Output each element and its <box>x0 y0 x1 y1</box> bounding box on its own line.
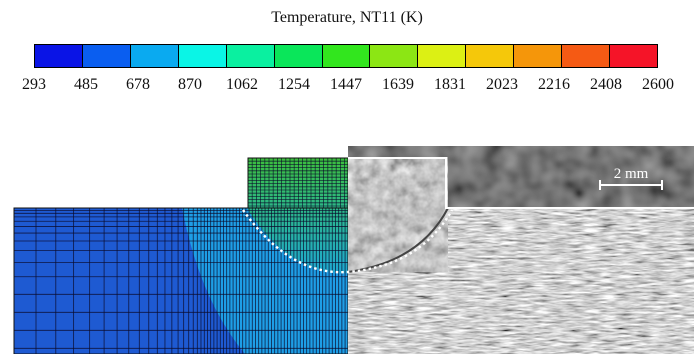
colorbar-segment-13 <box>610 45 657 67</box>
colorbar-segment-3 <box>130 45 179 67</box>
colorbar-segment-2 <box>82 45 131 67</box>
colorbar-segment-11 <box>514 45 563 67</box>
fusion-boundary-dotted-line <box>242 209 454 274</box>
colorbar-tick-label: 293 <box>22 76 46 93</box>
colorbar-tick-label: 2216 <box>538 76 570 93</box>
colorbar-tick-label: 1447 <box>330 76 362 93</box>
colorbar-segment-12 <box>562 45 611 67</box>
scale-bar-label: 2 mm <box>614 166 649 182</box>
colorbar-tick-label: 678 <box>126 76 150 93</box>
colorbar-tick-label: 870 <box>178 76 202 93</box>
temperature-colorbar <box>34 44 658 68</box>
colorbar-tick-label: 1639 <box>382 76 414 93</box>
simulation-mesh <box>14 158 348 354</box>
colorbar-segment-7 <box>322 45 371 67</box>
colorbar-tick-label: 1254 <box>278 76 310 93</box>
colorbar-ticks: 293 485 678 870 1062 1254 1447 1639 1831 2023 2216… <box>0 76 694 98</box>
colorbar-tick-label: 2023 <box>486 76 518 93</box>
colorbar-segment-4 <box>178 45 227 67</box>
colorbar-segment-8 <box>370 45 419 67</box>
colorbar-tick-label: 1062 <box>226 76 258 93</box>
colorbar-tick-label: 2600 <box>642 76 674 93</box>
colorbar-tick-label: 485 <box>74 76 98 93</box>
colorbar-segment-10 <box>466 45 515 67</box>
colorbar-segment-6 <box>274 45 323 67</box>
colorbar-segment-5 <box>226 45 275 67</box>
scale-bar: 2 mm <box>599 166 663 190</box>
bead-boundary-overlay <box>348 157 694 209</box>
colorbar-segment-9 <box>418 45 467 67</box>
colorbar-segment-1 <box>35 45 83 67</box>
colorbar-tick-label: 2408 <box>590 76 622 93</box>
legend-title: Temperature, NT11 (K) <box>271 9 423 26</box>
colorbar-tick-label: 1831 <box>434 76 466 93</box>
